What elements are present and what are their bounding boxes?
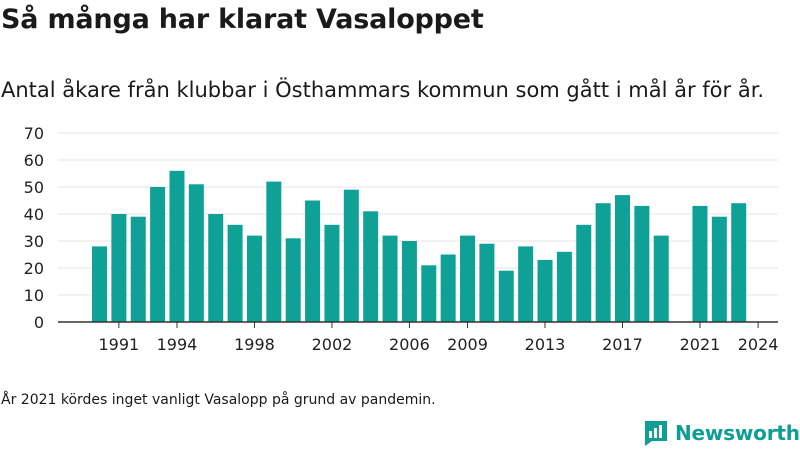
bar-2014 [556, 251, 572, 322]
bar-2012 [518, 246, 534, 322]
x-tick-label: 2009 [447, 335, 488, 354]
x-tick-label: 2006 [389, 335, 430, 354]
bar-2000 [285, 238, 301, 322]
bar-1999 [266, 181, 282, 322]
bar-2015 [576, 224, 592, 322]
x-tick-label: 1994 [157, 335, 198, 354]
x-tick-label: 2013 [525, 335, 566, 354]
x-tick-label: 2002 [312, 335, 353, 354]
y-tick-label: 20 [24, 259, 44, 278]
bar-2005 [382, 235, 398, 322]
y-tick-label: 40 [24, 205, 44, 224]
y-tick-label: 10 [24, 286, 44, 305]
bar-2022 [711, 216, 727, 322]
footnote: År 2021 kördes inget vanligt Vasalopp på… [1, 392, 436, 408]
bar-chart: 0 10 20 30 40 50 60 70 1991 1994 1998 2002 2006 2009… [24, 124, 779, 354]
bar-2004 [363, 211, 379, 322]
newsworthy-wordmark: Newsworthy [675, 421, 800, 445]
bar-2002 [324, 224, 340, 322]
bar-1993 [150, 187, 166, 322]
bar-2003 [343, 189, 359, 322]
newsworthy-logo: Newsworthy [643, 419, 800, 447]
x-axis: 1991 1994 1998 2002 2006 2009 2013 2017 2021 2024 [58, 321, 779, 354]
x-tick-label: 1991 [99, 335, 140, 354]
bar-1990 [92, 246, 107, 322]
bar-1998 [246, 235, 262, 322]
bar-1992 [130, 216, 146, 322]
bar-2006 [401, 241, 417, 322]
y-tick-label: 60 [24, 151, 44, 170]
y-tick-label: 0 [34, 313, 44, 332]
bar-2009 [460, 235, 476, 322]
chart-subtitle: Antal åkare från klubbar i Östhammars ko… [1, 78, 765, 102]
bar-2016 [595, 203, 611, 322]
x-tick-label: 2017 [602, 335, 643, 354]
bar-1997 [227, 224, 243, 322]
newsworthy-logo-icon [645, 421, 667, 446]
bar-2008 [440, 254, 456, 322]
bar-2007 [421, 265, 437, 322]
y-tick-label: 30 [24, 232, 44, 251]
bar-1996 [208, 214, 224, 322]
chart-title: Så många har klarat Vasaloppet [1, 4, 484, 35]
y-tick-label: 70 [24, 124, 44, 143]
bar-2019 [653, 235, 669, 322]
x-tick-label: 1998 [234, 335, 275, 354]
bar-2001 [305, 200, 321, 322]
bar-2017 [614, 195, 630, 322]
bar-2011 [498, 270, 514, 322]
bar-2018 [634, 205, 650, 322]
bar-1995 [188, 184, 204, 322]
x-tick-label: 2024 [738, 335, 779, 354]
bar-2021 [692, 205, 708, 322]
bar-2010 [479, 243, 495, 322]
bar-2013 [537, 259, 553, 322]
grid-lines [58, 132, 778, 296]
bars [92, 170, 747, 322]
x-tick-label: 2021 [680, 335, 721, 354]
bar-1991 [111, 214, 127, 322]
bar-2023 [731, 203, 747, 322]
y-tick-label: 50 [24, 178, 44, 197]
y-axis-ticks: 0 10 20 30 40 50 60 70 [24, 124, 44, 332]
bar-1994 [169, 170, 185, 322]
